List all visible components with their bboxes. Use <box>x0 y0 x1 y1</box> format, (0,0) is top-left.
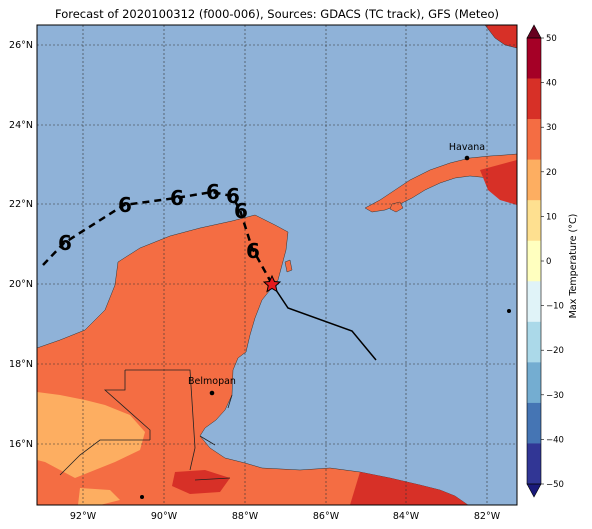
map-border <box>36 24 518 506</box>
lat-tick: 22°N <box>9 199 33 210</box>
lon-tick: 82°W <box>474 511 501 522</box>
land-cooler-patch <box>78 488 120 505</box>
colorbar-label: Max Temperature (°C) <box>568 214 579 319</box>
colorbar-tick-label: 20 <box>546 168 557 178</box>
colorbar-tick-label: −40 <box>546 435 564 445</box>
colorbar-segment <box>527 362 541 404</box>
map-panel[interactable]: 6 6 6 6 6 6 6 Havana Belmopan <box>37 25 517 505</box>
colorbar-segment <box>527 240 541 282</box>
colorbar-segment <box>527 281 541 323</box>
marker-dot <box>507 309 511 313</box>
cyclone-icon: 6 <box>170 186 184 210</box>
lon-tick: 90°W <box>151 511 178 522</box>
cyclone-icon: 6 <box>58 231 72 255</box>
gridlines <box>37 25 517 505</box>
colorbar-top-extend <box>526 24 542 39</box>
lat-tick: 24°N <box>9 120 33 131</box>
lat-tick: 18°N <box>9 359 33 370</box>
land-cooler-region <box>37 392 145 478</box>
colorbar-tick-label: 30 <box>546 123 557 133</box>
colorbar-segment <box>527 443 541 485</box>
current-position-star <box>262 274 282 293</box>
colorbar-tick-label: 0 <box>546 257 551 267</box>
cuba-hot-region <box>480 160 517 205</box>
colorbar-segment <box>527 200 541 242</box>
cyclone-icon: 6 <box>206 180 220 204</box>
lat-tick: 16°N <box>9 439 33 450</box>
colorbar-tick-label: 50 <box>546 34 557 44</box>
cyclone-icon: 6 <box>246 239 260 263</box>
colorbar-tick-label: 40 <box>546 79 557 89</box>
colorbar-tick-label: −20 <box>546 346 564 356</box>
colorbar-segment <box>527 119 541 160</box>
country-borders <box>59 369 233 481</box>
colorbar-tick-label: −30 <box>546 391 564 401</box>
forecast-track <box>271 283 377 361</box>
city-label-belmopan: Belmopan <box>188 376 236 387</box>
colorbar: 50 40 30 20 10 0 −10 −20 −30 −40 −50 Max Temperatu… <box>526 24 579 498</box>
colorbar-segments <box>527 38 541 485</box>
cyclone-icon: 6 <box>234 199 248 223</box>
lat-tick: 20°N <box>9 279 33 290</box>
lon-tick: 88°W <box>232 511 259 522</box>
map-title: Forecast of 2020100312 (f000-006), Sourc… <box>55 7 499 21</box>
marker-dot <box>140 495 144 499</box>
colorbar-segment <box>527 159 541 201</box>
city-dot-havana <box>464 155 470 161</box>
land-hot-patch <box>172 470 230 494</box>
cyclone-icon: 6 <box>118 193 132 217</box>
colorbar-segment <box>527 78 541 120</box>
lon-tick: 92°W <box>70 511 97 522</box>
isla-juventud <box>389 201 404 213</box>
colorbar-tick-label: −10 <box>546 302 564 312</box>
land-hot-region <box>350 472 468 505</box>
colorbar-segment <box>527 402 541 444</box>
lon-tick: 84°W <box>393 511 420 522</box>
lat-tick: 26°N <box>9 40 33 51</box>
colorbar-ticks: 50 40 30 20 10 0 −10 −20 −30 −40 −50 <box>541 34 564 490</box>
colorbar-tick-label: 10 <box>546 212 557 222</box>
isla-cozumel <box>284 259 293 273</box>
colorbar-segment <box>527 38 541 79</box>
lat-tick-labels: 26°N 24°N 22°N 20°N 18°N 16°N <box>9 40 33 450</box>
cyclone-icon: 6 <box>226 184 240 208</box>
colorbar-bottom-extend <box>526 483 542 498</box>
lon-tick: 86°W <box>313 511 340 522</box>
cyclone-symbols: 6 6 6 6 6 6 6 <box>58 180 260 263</box>
past-track <box>42 190 274 285</box>
city-dot-belmopan <box>209 390 215 396</box>
landmass-florida <box>484 25 517 49</box>
colorbar-segment <box>527 321 541 363</box>
colorbar-tick-label: −50 <box>546 480 564 490</box>
city-label-havana: Havana <box>449 142 485 153</box>
lon-tick-labels: 92°W 90°W 88°W 86°W 84°W 82°W <box>70 511 501 522</box>
